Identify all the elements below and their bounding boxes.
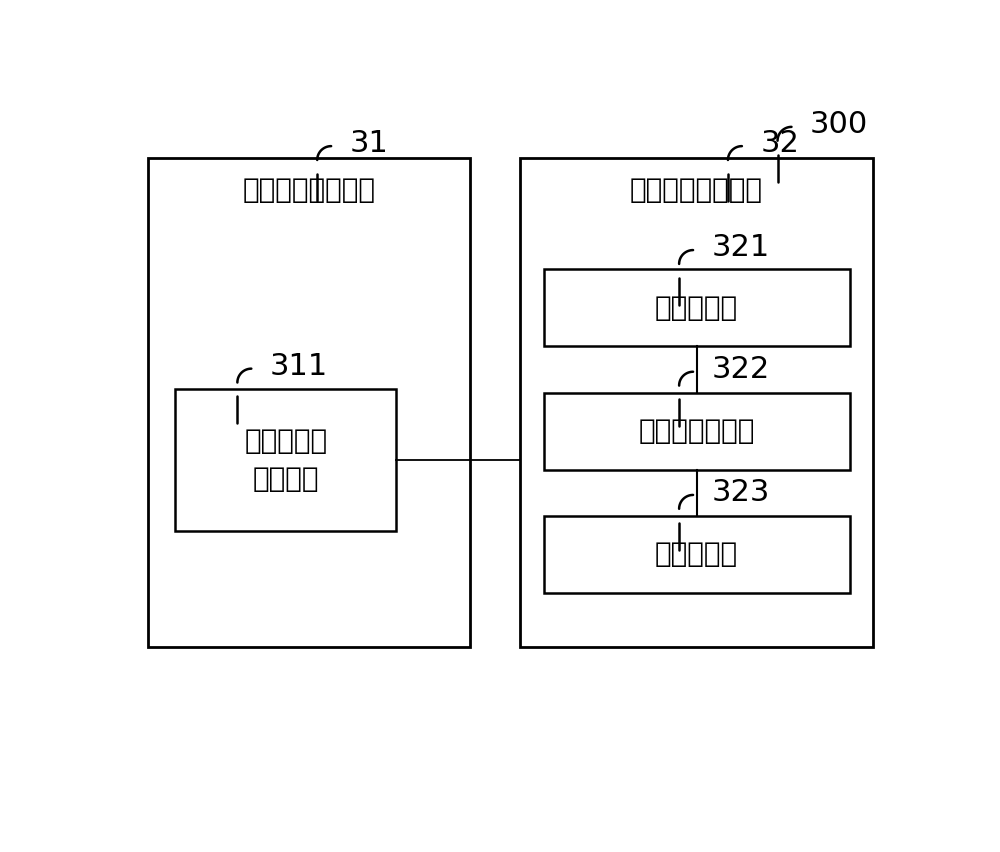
Text: 323: 323 bbox=[712, 478, 770, 507]
Text: 32: 32 bbox=[761, 130, 799, 158]
Text: 第一任务分配模块: 第一任务分配模块 bbox=[243, 176, 376, 204]
Text: 查询子模块: 查询子模块 bbox=[655, 540, 738, 568]
Text: 临时存储子模块: 临时存储子模块 bbox=[638, 417, 755, 445]
Text: 31: 31 bbox=[350, 130, 389, 158]
Text: 第二任务分配模块: 第二任务分配模块 bbox=[630, 176, 763, 204]
Text: 析子模块: 析子模块 bbox=[253, 465, 319, 493]
Bar bbox=[544, 393, 850, 469]
Bar bbox=[175, 389, 396, 531]
Text: 探测子模块: 探测子模块 bbox=[655, 294, 738, 322]
Bar bbox=[148, 158, 470, 647]
Text: 321: 321 bbox=[712, 233, 770, 262]
Text: 322: 322 bbox=[712, 355, 770, 384]
Bar bbox=[544, 269, 850, 346]
Text: 311: 311 bbox=[270, 352, 328, 381]
Text: 测试任务分: 测试任务分 bbox=[244, 427, 327, 455]
Bar bbox=[520, 158, 873, 647]
Bar bbox=[544, 515, 850, 593]
Text: 300: 300 bbox=[810, 110, 868, 139]
